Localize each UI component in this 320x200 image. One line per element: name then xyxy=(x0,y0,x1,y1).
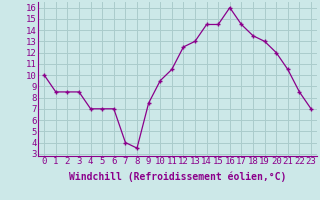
X-axis label: Windchill (Refroidissement éolien,°C): Windchill (Refroidissement éolien,°C) xyxy=(69,172,286,182)
